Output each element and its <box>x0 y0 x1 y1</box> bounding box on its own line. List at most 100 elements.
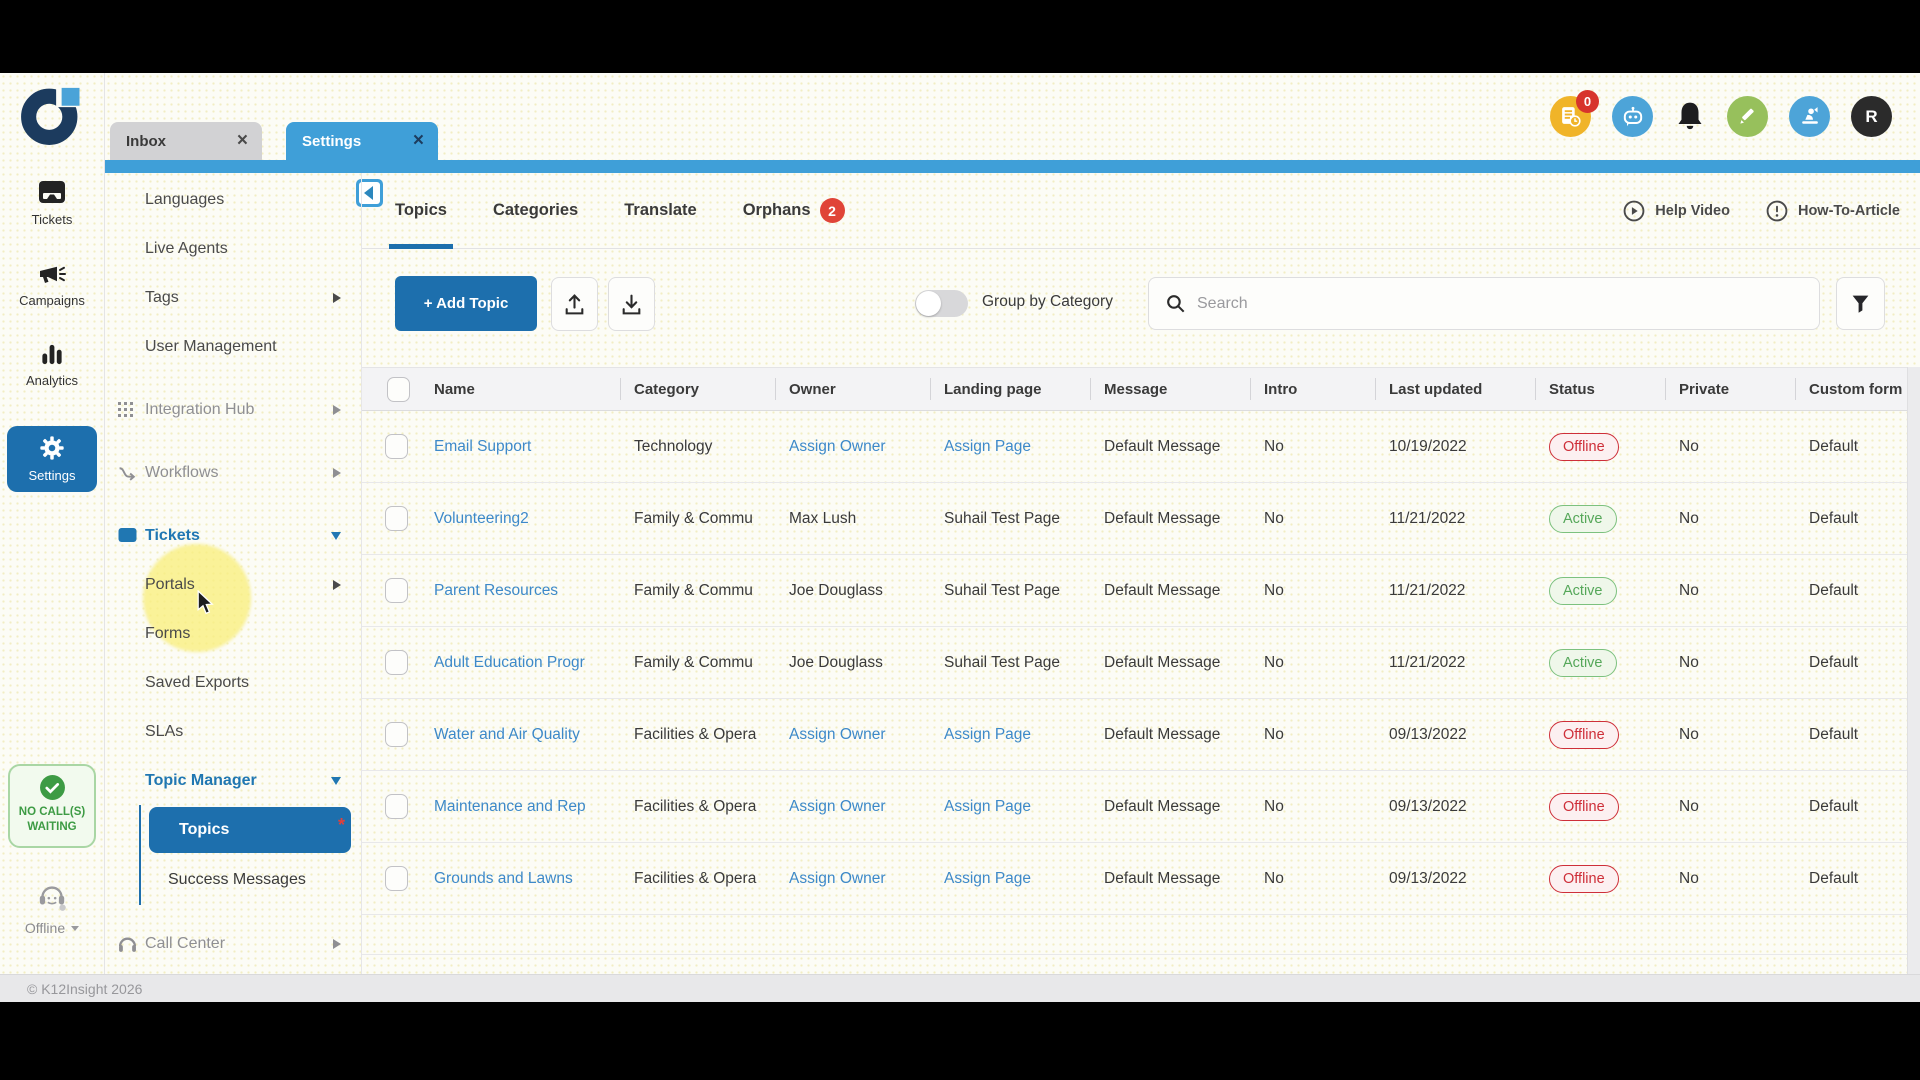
search-icon <box>1167 295 1185 313</box>
tab-topics[interactable]: Topics <box>389 173 453 249</box>
col-name: Name <box>434 380 475 398</box>
close-icon[interactable]: × <box>412 130 424 151</box>
category-cell: Facilities & Opera <box>634 725 757 743</box>
owner-cell[interactable]: Assign Owner <box>789 869 886 887</box>
sidebar-item-workflows[interactable]: Workflows <box>105 448 361 497</box>
landing-page-cell[interactable]: Assign Page <box>944 725 1032 743</box>
rail-item-tickets[interactable]: Tickets <box>7 181 97 227</box>
owner-cell[interactable]: Assign Owner <box>789 725 886 743</box>
last-updated-cell: 11/21/2022 <box>1389 581 1466 599</box>
tab-label: Orphans <box>742 201 811 219</box>
export-button[interactable] <box>608 277 655 331</box>
tab-categories[interactable]: Categories <box>493 173 578 248</box>
help-links: Help Video How-To-Article <box>1623 173 1900 249</box>
scrollbar-track[interactable] <box>1907 367 1920 974</box>
status-badge: Active <box>1549 576 1617 605</box>
import-button[interactable] <box>551 277 598 331</box>
how-to-article-label: How-To-Article <box>1797 203 1900 219</box>
group-by-category-toggle[interactable] <box>915 290 968 317</box>
sidebar-item-tags[interactable]: Tags <box>105 273 361 322</box>
sidebar-item-tickets[interactable]: Tickets <box>105 511 361 560</box>
tickets-icon <box>39 181 65 203</box>
row-checkbox[interactable] <box>384 434 408 459</box>
topic-name-link[interactable]: Volunteering2 <box>434 509 529 527</box>
sidebar-item-label: Success Messages <box>168 871 306 888</box>
row-checkbox[interactable] <box>384 866 408 891</box>
sidebar-item-topics[interactable]: Topics * <box>139 805 361 855</box>
tab-translate[interactable]: Translate <box>624 173 696 248</box>
topic-name-link[interactable]: Water and Air Quality <box>434 725 580 743</box>
sidebar-item-portals[interactable]: Portals <box>105 560 361 609</box>
sidebar-item-integration-hub[interactable]: Integration Hub <box>105 385 361 434</box>
chevron-right-icon <box>333 579 341 590</box>
select-all-checkbox[interactable] <box>386 376 410 402</box>
add-topic-button[interactable]: + Add Topic <box>395 276 537 331</box>
landing-page-cell: Suhail Test Page <box>944 509 1061 527</box>
avatar[interactable]: R <box>1851 96 1892 137</box>
app-logo[interactable] <box>19 81 85 147</box>
row-checkbox[interactable] <box>384 650 408 675</box>
how-to-article-link[interactable]: How-To-Article <box>1766 200 1900 222</box>
sidebar-item-forms[interactable]: Forms <box>105 609 361 658</box>
owner-cell[interactable]: Assign Owner <box>789 797 886 815</box>
row-checkbox[interactable] <box>384 722 408 747</box>
tab-orphans[interactable]: Orphans 2 <box>743 173 845 248</box>
gear-icon <box>40 436 64 460</box>
sidebar-collapse-button[interactable] <box>356 179 383 207</box>
settings-sidebar: Languages Live Agents Tags User Management I… <box>105 173 362 974</box>
owner-cell[interactable]: Assign Owner <box>789 437 886 455</box>
rail-item-campaigns[interactable]: Campaigns <box>7 261 97 308</box>
topic-name-link[interactable]: Email Support <box>434 437 532 455</box>
owner-cell: Joe Douglass <box>789 581 883 599</box>
landing-page-cell[interactable]: Assign Page <box>944 797 1032 815</box>
topic-name-link[interactable]: Maintenance and Rep <box>434 797 586 815</box>
close-icon[interactable]: × <box>236 130 248 151</box>
tab-inbox[interactable]: Inbox × <box>110 122 262 160</box>
sidebar-item-languages[interactable]: Languages <box>105 175 361 224</box>
topic-name-link[interactable]: Adult Education Progr <box>434 653 585 671</box>
agent-status-label: Offline <box>24 920 66 936</box>
landing-page-cell[interactable]: Assign Page <box>944 437 1032 455</box>
tab-settings[interactable]: Settings × <box>286 122 438 160</box>
sidebar-item-live-agents[interactable]: Live Agents <box>105 224 361 273</box>
status-badge: Offline <box>1549 792 1619 821</box>
last-updated-cell: 10/19/2022 <box>1389 437 1467 455</box>
topic-name-link[interactable]: Grounds and Lawns <box>434 869 573 887</box>
sidebar-item-user-management[interactable]: User Management <box>105 322 361 371</box>
sidebar-item-saved-exports[interactable]: Saved Exports <box>105 658 361 707</box>
agent-status[interactable]: Offline <box>24 878 80 936</box>
sidebar-item-slas[interactable]: SLAs <box>105 707 361 756</box>
chatbot-button[interactable] <box>1612 96 1653 137</box>
sidebar-item-label: Integration Hub <box>145 400 255 418</box>
rail-item-analytics[interactable]: Analytics <box>7 342 97 388</box>
app-screen: Inbox × Settings × 0 R <box>0 73 1920 1002</box>
row-checkbox[interactable] <box>384 506 408 531</box>
sidebar-item-label: Topic Manager <box>145 771 257 789</box>
filter-funnel-icon <box>1852 295 1869 313</box>
tasks-icon[interactable]: 0 <box>1550 90 1599 137</box>
message-cell: Default Message <box>1104 725 1221 743</box>
call-status-line2: WAITING <box>27 821 77 834</box>
table-row: Volunteering2 Family & Commu Max Lush Suhai… <box>362 483 1920 555</box>
topic-name-link[interactable]: Parent Resources <box>434 581 559 599</box>
custom-form-cell: Default <box>1809 797 1859 815</box>
help-video-label: Help Video <box>1655 203 1730 219</box>
sidebar-item-success-messages[interactable]: Success Messages <box>139 855 361 905</box>
sidebar-item-call-center[interactable]: Call Center <box>105 919 361 968</box>
intro-cell: No <box>1264 869 1284 887</box>
row-checkbox[interactable] <box>384 794 408 819</box>
last-updated-cell: 09/13/2022 <box>1389 797 1467 815</box>
sidebar-item-topic-manager[interactable]: Topic Manager <box>105 756 361 805</box>
notifications-button[interactable] <box>1674 100 1706 134</box>
compose-button[interactable] <box>1727 96 1768 137</box>
search-input[interactable] <box>1197 294 1757 313</box>
help-video-link[interactable]: Help Video <box>1623 200 1730 222</box>
landing-page-cell[interactable]: Assign Page <box>944 869 1032 887</box>
table-row: Maintenance and Rep Facilities & Opera Ass… <box>362 771 1920 843</box>
row-checkbox[interactable] <box>384 578 408 603</box>
rail-item-settings[interactable]: Settings <box>7 426 97 492</box>
chevron-down-icon <box>71 925 80 931</box>
filter-button[interactable] <box>1836 277 1885 330</box>
alert-circle-icon <box>1766 200 1788 222</box>
agent-desk-button[interactable] <box>1789 96 1830 137</box>
